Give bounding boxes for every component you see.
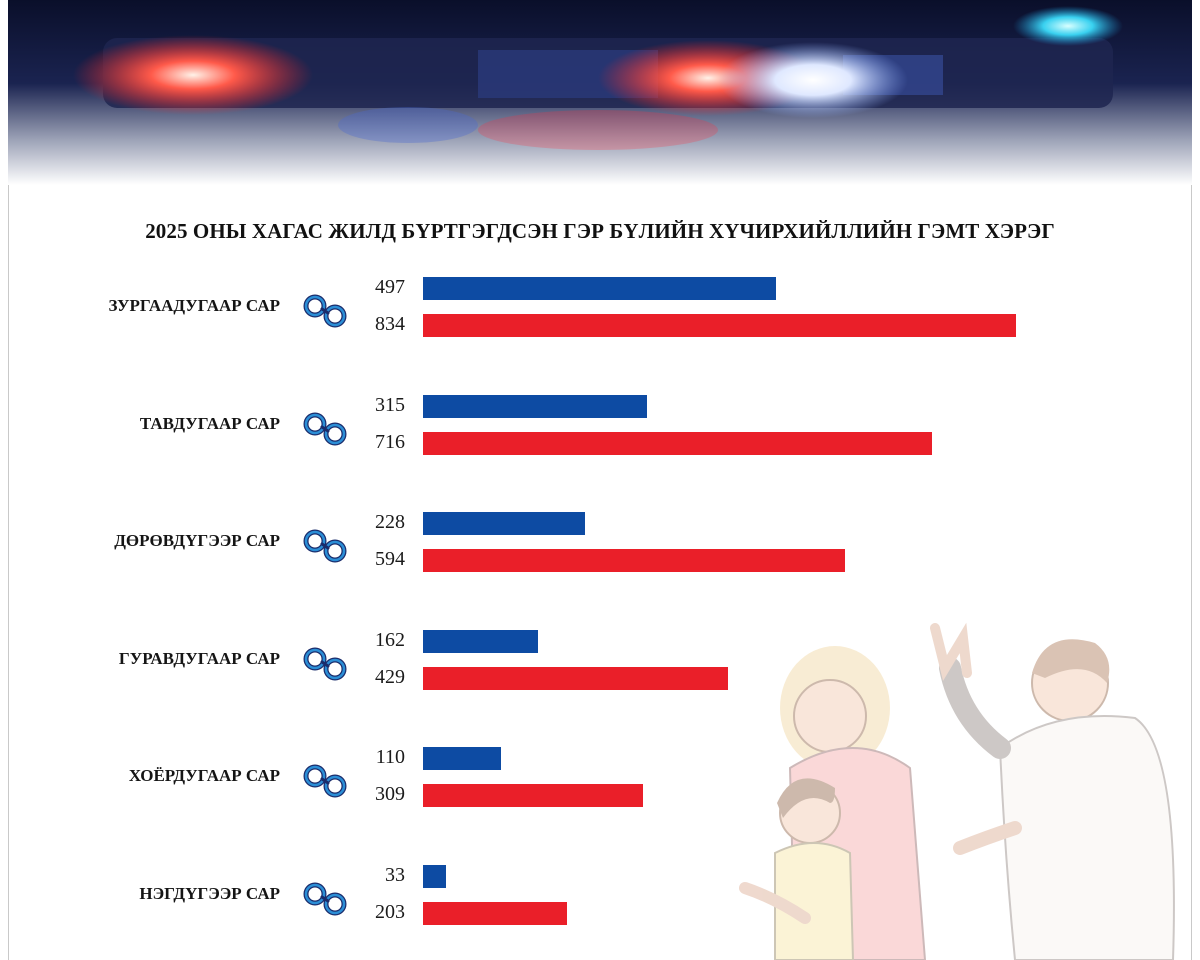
bar-blue: [423, 747, 501, 770]
value-label: 33: [385, 863, 405, 886]
family-violence-illustration: [739, 622, 1175, 960]
value-label: 497: [375, 276, 405, 298]
category-label: ГУРАВДУГААР САР: [118, 648, 280, 668]
bar-red: [423, 549, 845, 572]
value-label: 594: [375, 548, 405, 570]
category-label: ЗУРГААДУГААР САР: [108, 296, 280, 315]
category-label: НЭГДҮГЭЭР САР: [139, 883, 280, 903]
bar-red: [423, 666, 728, 690]
handcuffs-icon: [301, 525, 351, 565]
chart-title: 2025 ОНЫ ХАГАС ЖИЛД БҮРТГЭГДСЭН ГЭР БҮЛИ…: [145, 219, 1055, 243]
bar-blue: [423, 394, 647, 418]
bar-blue: [423, 277, 776, 300]
handcuffs-icon: [301, 290, 351, 330]
bar-red: [423, 314, 1016, 337]
value-label: 429: [375, 665, 405, 688]
value-label: 162: [375, 628, 405, 651]
category-label: ТАВДУГААР САР: [139, 413, 280, 433]
value-label: 315: [375, 393, 405, 416]
handcuffs-icon: [301, 643, 351, 683]
bar-red: [423, 901, 567, 925]
bar-blue: [423, 629, 538, 653]
value-label: 228: [375, 511, 405, 533]
handcuffs-icon: [301, 760, 351, 800]
handcuffs-icon: [301, 878, 351, 918]
bar-red: [423, 431, 932, 455]
value-label: 203: [375, 900, 405, 923]
category-label: ХОЁРДУГААР САР: [128, 766, 280, 785]
category-label: ДӨРӨВДҮГЭЭР САР: [114, 531, 280, 550]
police-lights-banner: [8, 0, 1192, 185]
value-label: 110: [375, 746, 405, 768]
bar-blue: [423, 512, 585, 535]
value-label: 309: [375, 783, 405, 805]
bar-blue: [423, 864, 446, 888]
value-label: 716: [375, 430, 405, 453]
bar-red: [423, 784, 643, 807]
value-label: 834: [375, 313, 405, 335]
handcuffs-icon: [301, 408, 351, 448]
